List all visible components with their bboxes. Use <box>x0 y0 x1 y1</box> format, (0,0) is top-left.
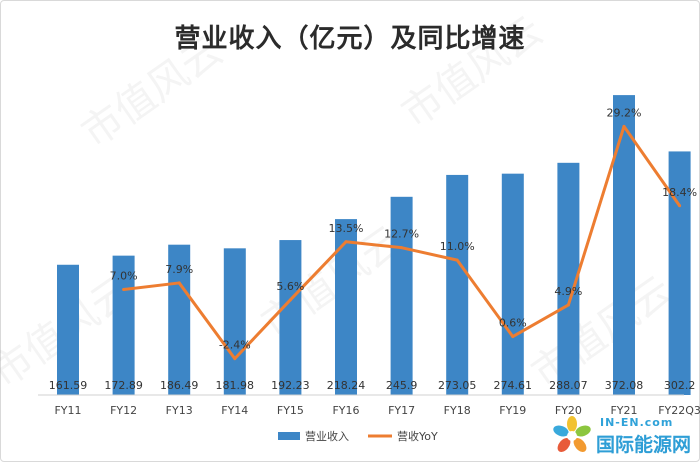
yoy-label: 7.0% <box>110 270 138 283</box>
labels-layer: 161.59 172.89 186.49 181.98 192.23 218.24 245.… <box>49 106 697 392</box>
bar-value-label: 302.2 <box>664 379 696 392</box>
x-tick-label: FY19 <box>499 404 526 417</box>
chart-title: 营业收入（亿元）及同比增速 <box>174 24 526 54</box>
x-tick-label: FY11 <box>54 404 81 417</box>
yoy-point <box>566 303 570 307</box>
x-tick-label: FY13 <box>166 404 193 417</box>
yoy-point <box>233 357 237 361</box>
bar-value-label: 245.9 <box>386 379 418 392</box>
bar-value-label: 274.61 <box>494 379 533 392</box>
bar-FY17 <box>390 196 413 395</box>
bar-value-label: 161.59 <box>49 379 88 392</box>
logo-main-text: 国际能源网 <box>596 434 692 456</box>
bar-value-label: 372.08 <box>605 379 644 392</box>
yoy-label: 0.6% <box>499 317 527 330</box>
yoy-label: 12.7% <box>384 228 419 241</box>
yoy-point <box>344 240 348 244</box>
legend-line-label: 营收YoY <box>397 429 438 443</box>
bar-value-label: 181.98 <box>216 379 255 392</box>
x-tick-label: FY14 <box>221 404 248 417</box>
yoy-label: 11.0% <box>440 240 475 253</box>
x-tick-label: FY16 <box>332 404 359 417</box>
yoy-point <box>622 124 626 128</box>
yoy-label: 29.2% <box>607 106 642 119</box>
yoy-label: 18.4% <box>662 186 697 199</box>
legend: 营业收入 营收YoY <box>278 429 438 443</box>
bar-value-label: 192.23 <box>271 379 310 392</box>
logo: IN-EN.com 国际能源网 <box>552 414 692 456</box>
bar-FY19 <box>501 173 524 395</box>
bar-FY11 <box>57 264 79 395</box>
x-axis: FY11 FY12 FY13 FY14 FY15 FY16 FY17 FY18 FY19 FY20… <box>38 394 700 417</box>
x-tick-label: FY20 <box>555 404 582 417</box>
yoy-point <box>122 288 126 292</box>
x-tick-label: FY18 <box>444 404 471 417</box>
yoy-label: 7.9% <box>165 263 193 276</box>
x-tick-label: FY17 <box>388 404 415 417</box>
yoy-point <box>400 246 404 250</box>
yoy-point <box>455 258 459 262</box>
bar-value-label: 218.24 <box>327 379 366 392</box>
bar-value-label: 186.49 <box>160 379 199 392</box>
bar-FY15 <box>279 240 302 395</box>
bar-value-label: 273.05 <box>438 379 477 392</box>
x-tick-label: FY15 <box>277 404 304 417</box>
sunflower-icon <box>553 416 591 452</box>
bar-FY12 <box>112 255 135 395</box>
bar-FY16 <box>335 219 357 395</box>
logo-top-text: IN-EN.com <box>600 416 674 429</box>
legend-bar-swatch <box>278 432 300 440</box>
x-tick-label: FY12 <box>110 404 137 417</box>
legend-bar-label: 营业收入 <box>305 429 349 443</box>
yoy-point <box>511 335 515 339</box>
yoy-label: -2.4% <box>219 339 251 352</box>
bar-FY21 <box>613 95 635 396</box>
yoy-label: 13.5% <box>329 222 364 235</box>
bar-value-label: 288.07 <box>549 379 588 392</box>
yoy-label: 4.9% <box>554 285 582 298</box>
bar-value-label: 172.89 <box>104 379 143 392</box>
yoy-point <box>678 204 682 208</box>
bar-FY18 <box>446 174 469 395</box>
yoy-point <box>288 298 292 302</box>
bar-FY22Q3 <box>668 151 691 395</box>
bar-FY20 <box>557 162 580 395</box>
x-tick-label: FY22Q3 <box>658 404 700 417</box>
yoy-point <box>177 281 181 285</box>
yoy-label: 5.6% <box>276 280 304 293</box>
line-layer <box>122 124 682 361</box>
x-tick-label: FY21 <box>610 404 637 417</box>
bar-FY14 <box>223 248 246 395</box>
